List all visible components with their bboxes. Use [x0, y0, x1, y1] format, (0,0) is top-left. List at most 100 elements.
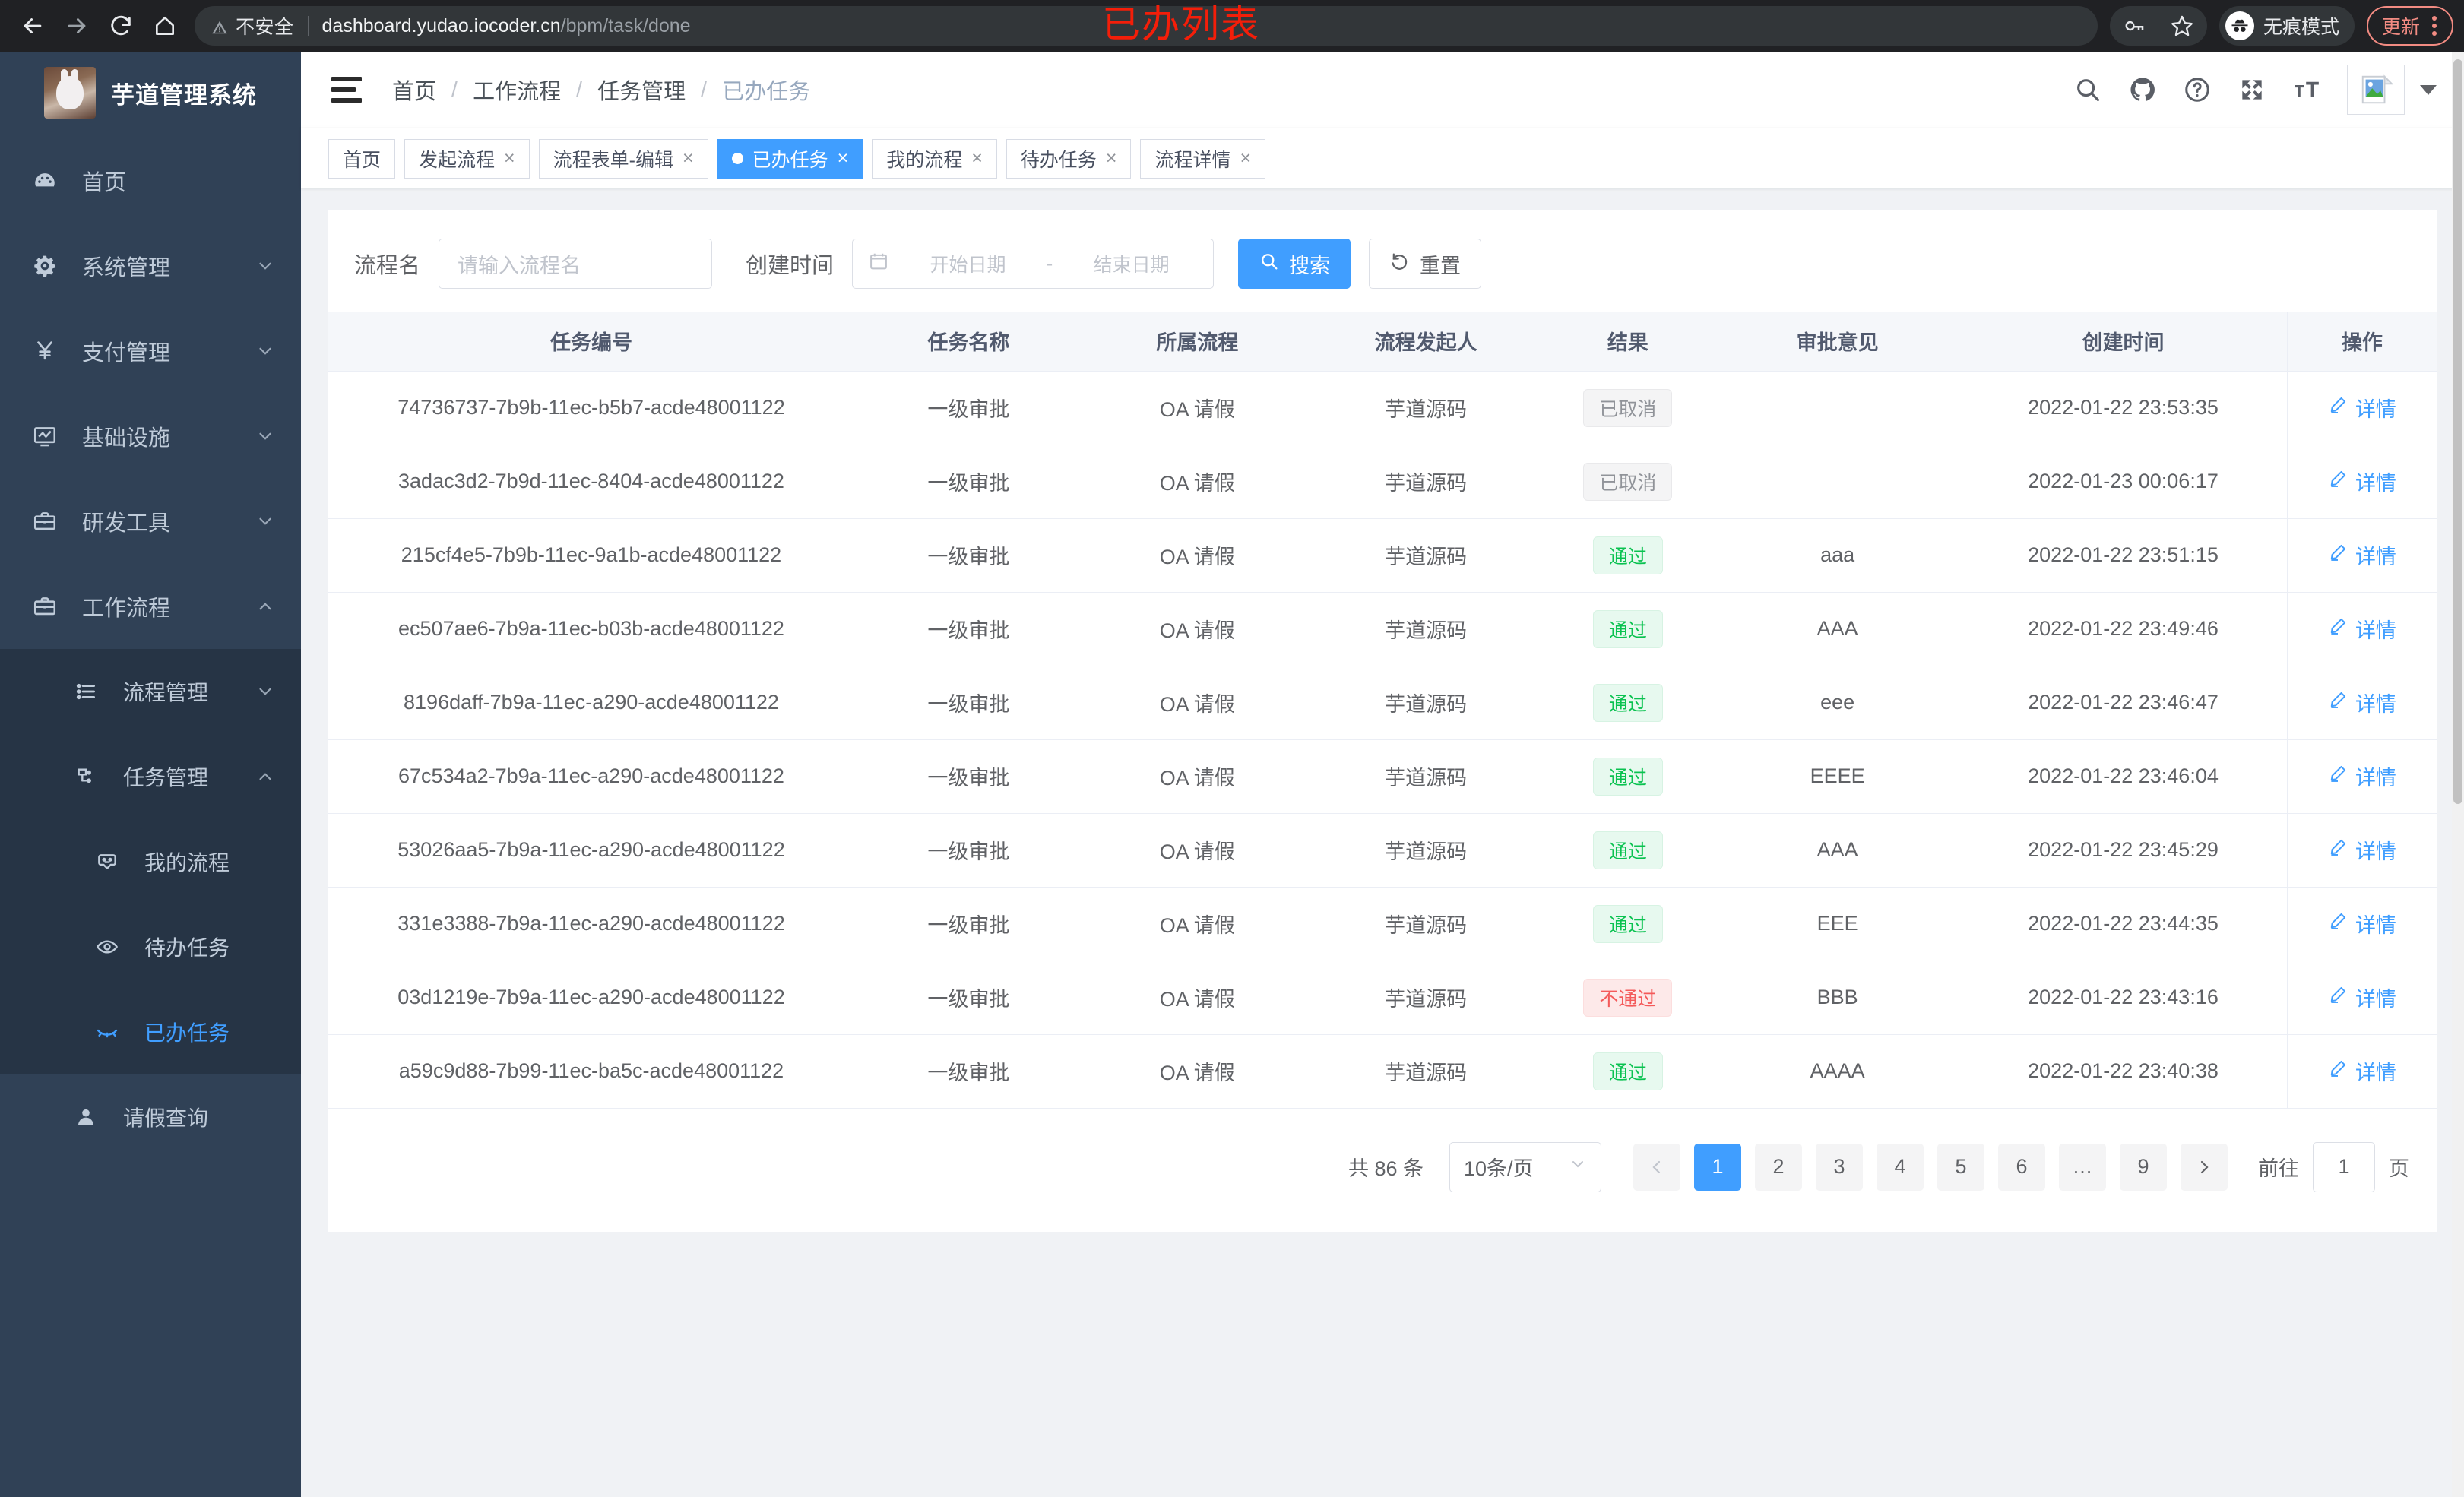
back-icon[interactable] — [11, 4, 55, 48]
font-size-icon[interactable] — [2292, 75, 2321, 104]
detail-button-label: 详情 — [2355, 546, 2396, 568]
cell-created-time: 2022-01-22 23:46:47 — [1959, 666, 2288, 740]
sidebar-item-pay[interactable]: 支付管理 — [0, 309, 301, 394]
github-icon[interactable] — [2128, 75, 2157, 104]
cell-starter: 芋道源码 — [1311, 813, 1541, 888]
breadcrumb-item-home[interactable]: 首页 — [392, 80, 437, 104]
tab-start-process[interactable]: 发起流程 × — [404, 138, 530, 179]
detail-button[interactable]: 详情 — [2328, 614, 2396, 644]
cell-process: OA 请假 — [1082, 1034, 1312, 1109]
update-button[interactable]: 更新 — [2366, 6, 2453, 46]
edit-pencil-icon — [2328, 764, 2348, 789]
page-ellipsis[interactable]: … — [2059, 1143, 2106, 1191]
sidebar-item-process-mgmt[interactable]: 流程管理 — [0, 649, 301, 734]
column-task-name: 任务名称 — [854, 312, 1083, 372]
tab-process-form-edit[interactable]: 流程表单-编辑 × — [538, 138, 708, 179]
page-number-button[interactable]: 9 — [2120, 1143, 2167, 1191]
detail-button-label: 详情 — [2355, 1062, 2396, 1084]
page-size-label: 10条/页 — [1464, 1157, 1534, 1180]
breadcrumb-item-task-mgmt[interactable]: 任务管理 — [597, 80, 686, 104]
search-icon[interactable] — [2073, 75, 2102, 104]
sidebar-item-todo-task[interactable]: 待办任务 — [0, 904, 301, 989]
sidebar-item-label: 工作流程 — [82, 597, 171, 621]
detail-button[interactable]: 详情 — [2328, 1056, 2396, 1086]
page-scrollbar-thumb[interactable] — [2453, 59, 2462, 804]
sidebar-item-task-mgmt[interactable]: 任务管理 — [0, 734, 301, 819]
search-button[interactable]: 搜索 — [1238, 239, 1351, 289]
tab-todo-task[interactable]: 待办任务 × — [1006, 138, 1132, 179]
page-number-button[interactable]: 3 — [1816, 1143, 1863, 1191]
page-size-select[interactable]: 10条/页 — [1449, 1141, 1601, 1192]
detail-button[interactable]: 详情 — [2328, 393, 2396, 423]
sidebar-item-infra[interactable]: 基础设施 — [0, 394, 301, 479]
sidebar-item-label: 我的流程 — [144, 851, 230, 875]
sidebar-item-done-task[interactable]: 已办任务 — [0, 989, 301, 1074]
cell-starter: 芋道源码 — [1311, 445, 1541, 519]
goto-page-input[interactable]: 1 — [2313, 1141, 2375, 1192]
brand[interactable]: 芋道管理系统 — [0, 52, 301, 134]
tab-my-process[interactable]: 我的流程 × — [872, 138, 997, 179]
process-name-input[interactable]: 请输入流程名 — [439, 239, 713, 289]
edit-pencil-icon — [2328, 1059, 2348, 1084]
close-icon[interactable]: × — [682, 147, 694, 169]
page-number-button[interactable]: 1 — [1694, 1143, 1741, 1191]
close-icon[interactable]: × — [1105, 147, 1117, 169]
key-icon[interactable] — [2117, 8, 2152, 43]
table-row: 8196daff-7b9a-11ec-a290-acde48001122 一级审批… — [328, 666, 2437, 740]
sidebar-item-my-process[interactable]: 我的流程 — [0, 819, 301, 904]
cell-task-name: 一级审批 — [854, 1034, 1083, 1109]
cell-task-name: 一级审批 — [854, 371, 1083, 445]
sidebar: 芋道管理系统 首页 系统管理 支付管理 基础设施 — [0, 52, 301, 1497]
chevron-down-icon — [255, 256, 275, 276]
address-bar[interactable]: 不安全 dashboard.yudao.iocoder.cn/bpm/task/… — [195, 6, 2098, 46]
sidebar-item-home[interactable]: 首页 — [0, 138, 301, 223]
close-icon[interactable]: × — [837, 147, 849, 169]
breadcrumb-item-current: 已办任务 — [722, 80, 811, 104]
star-icon[interactable] — [2165, 8, 2200, 43]
detail-button[interactable]: 详情 — [2328, 835, 2396, 865]
content-panel: 流程名 请输入流程名 创建时间 开始日期 - 结束日期 — [328, 210, 2437, 1232]
cell-starter: 芋道源码 — [1311, 592, 1541, 666]
fullscreen-icon[interactable] — [2238, 75, 2266, 104]
sidebar-item-leave-query[interactable]: 请假查询 — [0, 1074, 301, 1160]
detail-button[interactable]: 详情 — [2328, 909, 2396, 938]
close-icon[interactable]: × — [504, 147, 515, 169]
create-time-label: 创建时间 — [746, 254, 835, 278]
tab-process-detail[interactable]: 流程详情 × — [1140, 138, 1266, 179]
list-icon — [70, 679, 102, 704]
avatar[interactable] — [2347, 65, 2405, 115]
page-number-button[interactable]: 4 — [1877, 1143, 1924, 1191]
cell-process: OA 请假 — [1082, 592, 1312, 666]
hamburger-icon[interactable] — [331, 77, 362, 103]
forward-icon[interactable] — [55, 4, 99, 48]
incognito-indicator[interactable]: 无痕模式 — [2219, 6, 2355, 46]
create-time-range-picker[interactable]: 开始日期 - 结束日期 — [852, 239, 1215, 289]
breadcrumb-item-workflow[interactable]: 工作流程 — [473, 80, 562, 104]
detail-button-label: 详情 — [2355, 398, 2396, 421]
close-icon[interactable]: × — [971, 147, 983, 169]
sidebar-item-devtools[interactable]: 研发工具 — [0, 479, 301, 564]
help-circle-icon[interactable] — [2183, 75, 2212, 104]
home-icon[interactable] — [143, 4, 187, 48]
next-page-button[interactable] — [2181, 1143, 2228, 1191]
detail-button[interactable]: 详情 — [2328, 540, 2396, 570]
column-starter: 流程发起人 — [1311, 312, 1541, 372]
detail-button[interactable]: 详情 — [2328, 761, 2396, 791]
sidebar-item-workflow[interactable]: 工作流程 — [0, 564, 301, 649]
page-number-button[interactable]: 2 — [1755, 1143, 1802, 1191]
prev-page-button[interactable] — [1633, 1143, 1680, 1191]
page-number-button[interactable]: 6 — [1998, 1143, 2045, 1191]
reload-icon[interactable] — [99, 4, 143, 48]
caret-down-icon[interactable] — [2420, 84, 2437, 95]
detail-button[interactable]: 详情 — [2328, 688, 2396, 717]
detail-button[interactable]: 详情 — [2328, 983, 2396, 1012]
tab-done-task[interactable]: 已办任务 × — [717, 138, 863, 179]
page-number-button[interactable]: 5 — [1937, 1143, 1984, 1191]
cell-result: 通过 — [1540, 739, 1716, 814]
reset-button[interactable]: 重置 — [1369, 239, 1482, 289]
kebab-menu-icon[interactable] — [2428, 16, 2441, 36]
sidebar-item-system[interactable]: 系统管理 — [0, 223, 301, 309]
tab-home[interactable]: 首页 — [328, 138, 396, 179]
detail-button[interactable]: 详情 — [2328, 467, 2396, 496]
close-icon[interactable]: × — [1240, 147, 1252, 169]
